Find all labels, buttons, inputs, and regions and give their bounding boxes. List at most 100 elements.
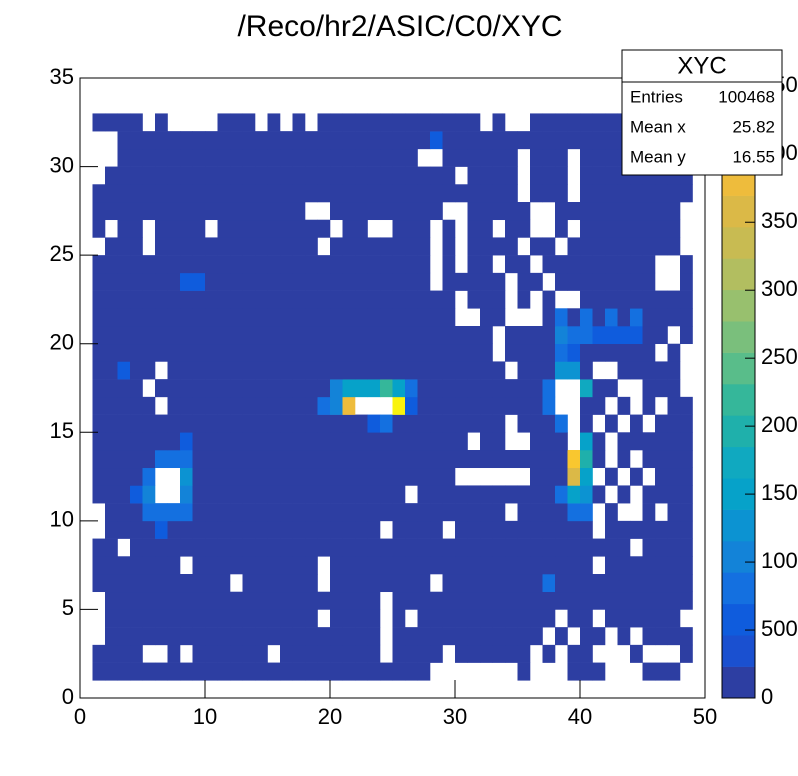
cell: [493, 326, 506, 344]
cell: [330, 609, 343, 628]
cell: [330, 485, 343, 504]
cell: [618, 663, 631, 681]
cell: [217, 272, 231, 291]
cell: [305, 662, 318, 681]
cell: [455, 237, 468, 255]
cell: [592, 379, 606, 398]
cell: [180, 272, 193, 291]
cell: [205, 432, 218, 451]
cell: [242, 184, 256, 203]
cell: [180, 396, 193, 415]
cell: [542, 644, 556, 663]
cell: [130, 148, 143, 167]
cell: [480, 326, 493, 345]
cell: [342, 574, 356, 593]
cell: [217, 627, 231, 646]
cell: [530, 166, 543, 185]
cell: [305, 361, 318, 380]
cell: [367, 432, 381, 451]
cell: [342, 414, 356, 433]
cell: [505, 468, 518, 486]
cell: [355, 450, 368, 469]
cell: [492, 538, 506, 557]
cell: [342, 556, 356, 575]
cell: [292, 379, 306, 398]
cell: [642, 379, 656, 398]
cell: [405, 450, 418, 469]
cell: [467, 520, 481, 539]
cell: [392, 290, 406, 309]
cell: [592, 574, 606, 593]
cell: [155, 414, 168, 433]
cell: [567, 343, 581, 362]
cell: [130, 414, 143, 433]
cell: [317, 184, 331, 203]
cell: [242, 503, 256, 522]
cell: [355, 237, 368, 256]
cell: [568, 415, 581, 433]
colorbar-band: [722, 572, 755, 605]
cell: [605, 663, 618, 681]
cell: [167, 237, 181, 256]
cell: [467, 184, 481, 203]
cell: [167, 326, 181, 345]
cell: [605, 432, 618, 450]
cell: [255, 644, 268, 663]
cell: [505, 343, 518, 362]
cell: [280, 272, 293, 291]
cell: [267, 272, 281, 291]
cell: [667, 450, 681, 469]
cell: [142, 396, 156, 415]
cell: [480, 414, 493, 433]
cell: [630, 609, 643, 628]
cell: [530, 202, 543, 220]
cell: [443, 663, 456, 681]
cell: [392, 202, 406, 221]
cell: [467, 450, 481, 469]
cell: [167, 591, 181, 610]
cell: [580, 113, 593, 132]
cell: [142, 538, 156, 557]
cell: [117, 113, 131, 132]
cell: [680, 344, 693, 362]
cell: [230, 343, 243, 362]
cell: [380, 326, 393, 345]
cell: [455, 503, 468, 522]
cell: [330, 644, 343, 663]
cell: [267, 202, 281, 221]
cell: [530, 255, 543, 273]
cell: [180, 485, 193, 504]
cell: [242, 450, 256, 469]
cell: [280, 308, 293, 327]
cell: [292, 503, 306, 522]
cell: [505, 396, 518, 415]
cell: [467, 343, 481, 362]
cell: [317, 467, 331, 486]
cell: [530, 148, 543, 167]
cell: [442, 609, 456, 628]
cell: [680, 255, 693, 274]
cell: [592, 591, 606, 610]
cell: [355, 308, 368, 327]
cell: [493, 255, 506, 273]
cell: [292, 202, 306, 221]
cell: [380, 521, 393, 539]
cell: [242, 202, 256, 221]
cell: [417, 202, 431, 221]
cell: [480, 361, 493, 380]
cell: [380, 379, 393, 398]
cell: [543, 202, 556, 220]
cell: [405, 644, 418, 663]
z-tick-label: 3500: [761, 208, 798, 233]
cell: [605, 503, 618, 522]
cell: [517, 450, 531, 469]
cell: [630, 202, 643, 221]
cell: [92, 485, 106, 504]
cell: [430, 432, 443, 451]
cell: [655, 467, 668, 486]
cell: [392, 343, 406, 362]
cell: [367, 166, 381, 185]
cell: [568, 167, 581, 185]
cell: [192, 184, 206, 203]
cell: [417, 166, 431, 185]
